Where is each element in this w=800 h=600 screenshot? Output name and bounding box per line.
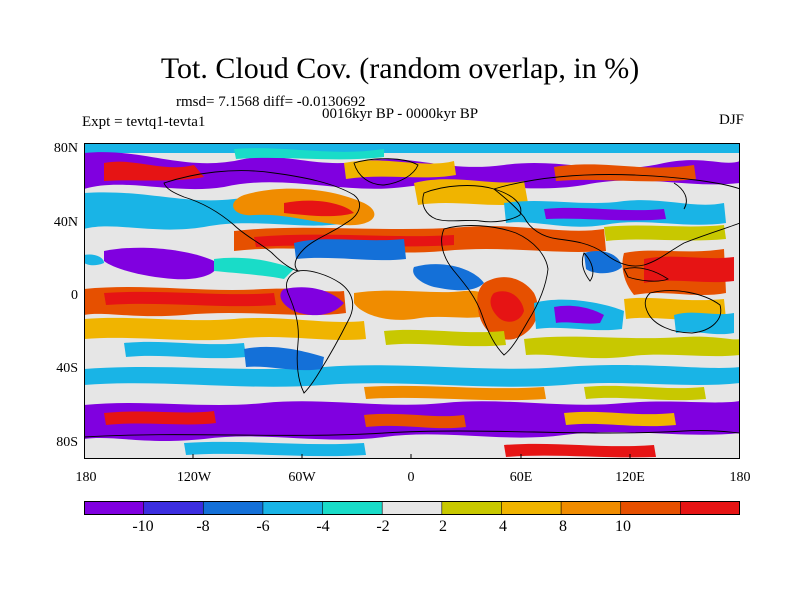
colorbar-label-8: 8	[559, 518, 567, 535]
lat-label-80n: 80N	[53, 141, 78, 156]
field-antarctic-red-3	[504, 443, 656, 458]
colorbar	[84, 501, 740, 515]
lon-label-0: 0	[407, 470, 415, 485]
outline-india	[581, 252, 594, 282]
colorbar-box-6	[441, 501, 503, 515]
outline-europe	[422, 185, 522, 223]
field-asia-yellow	[604, 225, 726, 241]
field-tropic-pacific-purple-1	[104, 247, 217, 280]
map-frame	[84, 143, 740, 459]
lon-label-120e: 120E	[615, 470, 645, 485]
colorbar-box-4	[322, 501, 383, 515]
lon-label-60w: 60W	[288, 470, 316, 485]
outline-australia	[644, 290, 722, 334]
lat-label-0: 0	[71, 288, 78, 303]
field-equatorial-deep-red	[104, 291, 276, 307]
outline-north-america	[163, 170, 360, 272]
colorbar-label-2: 2	[439, 518, 447, 535]
lon-label-60e: 60E	[509, 470, 533, 485]
field-antarctic-orange	[564, 411, 676, 427]
season-label: DJF	[718, 112, 744, 128]
field-asia-purple	[544, 207, 666, 221]
experiment-label: Expt = tevtq1-tevta1	[82, 114, 206, 130]
colorbar-label-4: 4	[499, 518, 507, 535]
outline-asia	[493, 174, 740, 267]
colorbar-box-1	[143, 501, 205, 515]
field-tropic-teal	[214, 257, 294, 279]
field-africa-deep-red	[490, 291, 524, 322]
period-label: 0016kyr BP - 0000kyr BP	[322, 106, 479, 122]
colorbar-box-0	[84, 501, 145, 515]
continent-outlines	[84, 158, 740, 438]
field-satlantic-orange	[354, 290, 497, 320]
colorbar-box-9	[620, 501, 682, 515]
colorbar-box-2	[202, 501, 264, 515]
field-africa-west-blue	[413, 264, 484, 291]
outline-africa	[441, 225, 549, 356]
field-bay-blue	[584, 250, 622, 274]
field-sh-yellow	[384, 329, 506, 347]
field-antarctic-red-1	[104, 411, 216, 425]
field-so-yellow	[584, 385, 706, 401]
lon-label-180e: 180	[729, 470, 751, 485]
field-caribbean-blue	[294, 239, 406, 261]
colorbar-label-neg4: -4	[316, 518, 330, 535]
colorbar-label-neg8: -8	[196, 518, 210, 535]
field-sh-orange-band	[84, 317, 366, 341]
outline-south-america	[286, 270, 354, 394]
field-arctic-teal	[234, 148, 384, 160]
field-arctic-orange	[344, 160, 456, 179]
field-spacific-blue	[674, 312, 734, 335]
colorbar-box-8	[560, 501, 622, 515]
colorbar-label-neg10: -10	[132, 518, 154, 535]
axis-ticks	[192, 454, 631, 459]
colorbar-box-10	[680, 501, 740, 515]
stats-label: rmsd= 7.1568 diff= -0.0130692	[176, 94, 366, 110]
field-nh-red-namerica	[284, 200, 354, 217]
field-arctic-top	[84, 143, 740, 153]
field-antarctic-red-2	[364, 413, 466, 429]
field-southern-ocean-blue	[84, 365, 740, 387]
colorbar-box-7	[501, 501, 562, 515]
lat-label-80s: 80S	[56, 435, 78, 450]
colorbar-box-3	[262, 501, 324, 515]
field-indian-purple	[554, 305, 604, 324]
cloud-cover-map	[84, 143, 740, 459]
outline-greenland	[353, 158, 419, 186]
field-sh-yellow-2	[524, 336, 740, 359]
field-arctic-red-2	[554, 164, 696, 182]
colorbar-frame	[84, 501, 740, 515]
outline-antarctica	[84, 430, 740, 438]
field-wpacific-deep-red	[644, 256, 734, 283]
lon-label-120w: 120W	[176, 470, 212, 485]
field-so-orange	[364, 385, 546, 401]
lat-label-40s: 40S	[56, 361, 78, 376]
field-sh-blue-2	[244, 346, 324, 371]
field-sh-blue-1	[124, 341, 246, 359]
field-samerica-purple	[280, 287, 344, 316]
field-europe-orange	[414, 179, 528, 205]
field-antarctic-blue	[184, 441, 366, 457]
colorbar-label-neg2: -2	[376, 518, 390, 535]
outline-kamchatka	[673, 182, 687, 210]
lon-label-180w: 180	[75, 470, 97, 485]
colorbar-label-neg6: -6	[256, 518, 270, 535]
field-arctic-red-1	[104, 161, 204, 181]
colorbar-label-10: 10	[615, 518, 631, 535]
plot-title: Tot. Cloud Cov. (random overlap, in %)	[160, 52, 640, 85]
colorbar-box-5	[381, 501, 443, 515]
field-tropic-blue-edge	[84, 254, 104, 266]
lat-label-40n: 40N	[53, 215, 78, 230]
outline-indonesia	[623, 267, 669, 282]
